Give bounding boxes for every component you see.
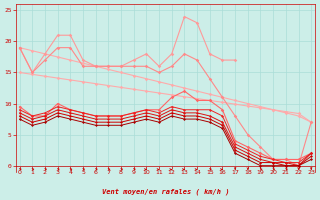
X-axis label: Vent moyen/en rafales ( km/h ): Vent moyen/en rafales ( km/h ) [102, 189, 229, 195]
